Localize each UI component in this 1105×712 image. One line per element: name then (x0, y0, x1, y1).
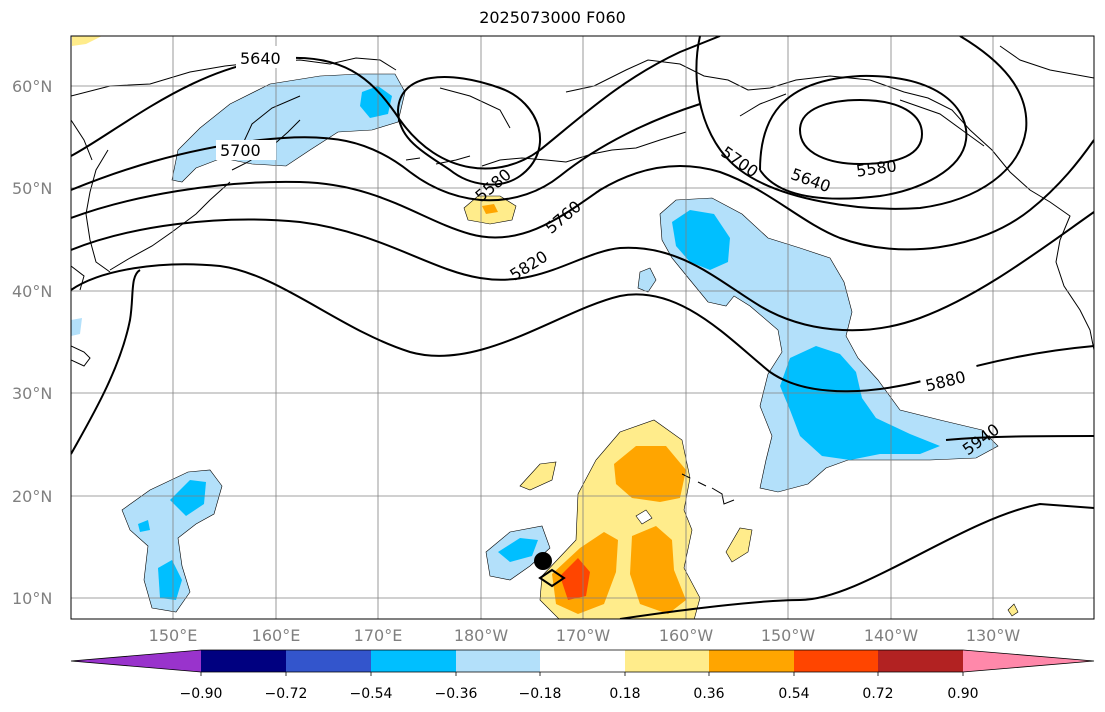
colorbar (70, 649, 1095, 676)
colorbar-tick-label: −0.18 (518, 686, 562, 702)
coastlines (71, 45, 1094, 505)
lon-label: 170°E (353, 626, 403, 645)
contour-5760 (71, 139, 1094, 251)
shade-region-hawaii-hole (635, 509, 653, 525)
shade-region-west-edge-blue (71, 318, 82, 336)
shade-region-west-pacific-core3 (138, 520, 150, 532)
colorbar-swatch (709, 650, 794, 672)
lat-label: 30°N (12, 384, 53, 403)
contour-small-diamond (538, 568, 566, 588)
shade-region-west-pacific-core (170, 480, 206, 516)
contour-5940 (945, 435, 1094, 441)
shade-region-small-blue (637, 267, 657, 293)
shade-region-northeast-pacific (659, 197, 999, 493)
shade-region-aleutian-positive-core (482, 204, 498, 214)
lon-label: 150°W (760, 626, 816, 645)
shade-region-small-yellow-3 (1007, 603, 1019, 617)
lon-label: 130°W (965, 626, 1021, 645)
colorbar-tick-label: −0.90 (179, 686, 223, 702)
colorbar-tick-label: −0.36 (434, 686, 478, 702)
colorbar-swatch (371, 650, 456, 672)
contour-5820 (71, 211, 1094, 332)
contour-5940-south (619, 502, 1094, 619)
shade-region-northeast-pacific-core-south (780, 346, 940, 460)
lon-label: 150°E (148, 626, 198, 645)
lon-label: 160°W (658, 626, 714, 645)
coastline-aleutians (405, 131, 687, 167)
contour-5580-east (798, 98, 924, 166)
contour-label: 5700 (220, 141, 261, 160)
lat-label: 20°N (12, 487, 53, 506)
lon-label: 170°W (555, 626, 611, 645)
shade-region-kamchatka-core (360, 86, 392, 118)
coastline-north-america (565, 45, 1094, 351)
colorbar-swatch (286, 650, 371, 672)
contour-5580-closed (396, 76, 541, 186)
lon-label: 140°W (863, 626, 919, 645)
shade-region-hawaii-orange-north (614, 446, 686, 502)
shade-region-dateline-blue-core (498, 538, 538, 562)
colorbar-tick-label: −0.72 (264, 686, 308, 702)
shade-region-hawaii-orange-east (630, 526, 686, 614)
colorbar-tick-label: 0.54 (778, 686, 810, 702)
colorbar-swatch (540, 650, 625, 672)
shade-region-northeast-pacific-core-north (672, 210, 730, 270)
map-frame (70, 35, 1095, 620)
colorbar-swatch (794, 650, 878, 672)
colorbar-tick-label: 0.72 (862, 686, 894, 702)
lat-label: 10°N (12, 589, 53, 608)
contour-5700 (71, 36, 1028, 210)
colorbar-tick-label: 0.90 (947, 686, 979, 702)
height-contours (71, 36, 1094, 619)
colorbar-tick-label: −0.54 (349, 686, 393, 702)
lat-lon-grid (71, 36, 1094, 619)
lon-label: 180°W (453, 626, 509, 645)
colorbar-swatch (878, 650, 963, 672)
shade-region-small-yellow-2 (725, 527, 753, 563)
shade-region-hawaii-red (560, 558, 590, 600)
colorbar-tick-label: 0.36 (693, 686, 725, 702)
map-title: 2025073000 F060 (479, 8, 626, 27)
shade-region-small-yellow-1 (519, 461, 557, 491)
colorbar-swatch (201, 650, 286, 672)
colorbar-extend-high (963, 650, 1094, 672)
colorbar-swatch (456, 650, 540, 672)
cyclone-marker (534, 552, 552, 570)
shade-region-west-pacific-core2 (158, 560, 182, 600)
lon-label: 160°E (251, 626, 301, 645)
shade-region-corner-yellow (72, 36, 102, 46)
colorbar-extend-low (71, 650, 201, 672)
lat-label: 50°N (12, 179, 53, 198)
lat-label: 40°N (12, 282, 53, 301)
contour-5880-west (71, 269, 141, 455)
colorbar-tick-label: 0.18 (609, 686, 641, 702)
lat-label: 60°N (12, 77, 53, 96)
colorbar-swatch (625, 650, 709, 672)
contour-label: 5640 (240, 49, 281, 68)
contour-5640 (71, 36, 968, 200)
